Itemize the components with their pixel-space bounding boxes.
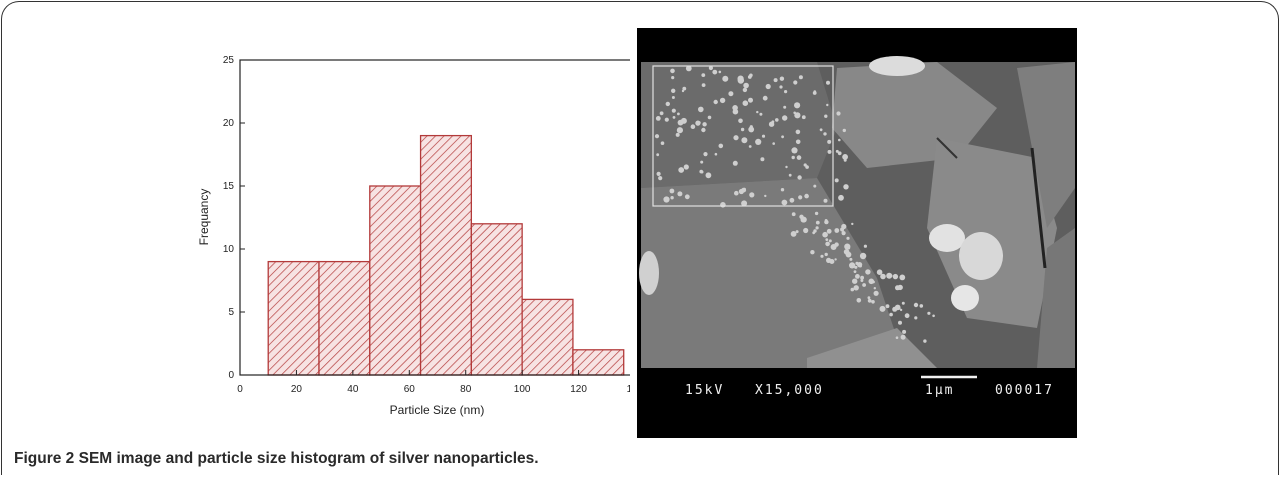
histogram-bar	[419, 134, 473, 376]
y-tick-label: 15	[223, 181, 235, 192]
histogram-chart: 0 20 40 60 80 100 120 140 0 5 10 15 20 25 Particle Si…	[197, 55, 630, 417]
figure-number: Figure 2	[14, 450, 75, 467]
histogram-bar	[470, 223, 523, 376]
plot-area	[239, 59, 630, 376]
y-axis-label: Frequancy	[197, 189, 211, 246]
sem-voltage: 15kV	[685, 383, 724, 398]
histogram-bar	[267, 260, 320, 376]
figure-caption-text: SEM image and particle size histogram of…	[78, 450, 539, 467]
x-tick-label: 100	[514, 384, 531, 395]
sem-info-bar: 15kV X15,000 1µm 000017	[685, 375, 1054, 398]
y-tick-label: 5	[228, 307, 234, 318]
sem-micrograph: 15kV X15,000 1µm 000017	[637, 28, 1077, 438]
histogram-bar	[318, 260, 371, 376]
y-tick-label: 0	[228, 370, 234, 381]
figure-caption: Figure 2 SEM image and particle size his…	[14, 450, 539, 468]
histogram-bar	[572, 349, 625, 376]
y-tick-label: 10	[223, 244, 235, 255]
x-tick-label: 40	[347, 384, 359, 395]
y-tick-label: 20	[223, 118, 235, 129]
bars-group	[267, 134, 625, 376]
x-tick-label: 0	[237, 384, 243, 395]
y-tick-label: 25	[223, 55, 235, 66]
sem-magnification: X15,000	[755, 383, 824, 398]
x-axis-label: Particle Size (nm)	[390, 403, 485, 417]
x-tick-label: 60	[404, 384, 416, 395]
x-tick-label: 120	[570, 384, 587, 395]
histogram-bar	[369, 185, 422, 376]
x-tick-label: 20	[291, 384, 303, 395]
ticks-group: 0 20 40 60 80 100 120 140 0 5 10 15 20 25	[223, 55, 630, 395]
sem-scale-label: 1µm	[925, 383, 954, 398]
x-tick-label: 80	[460, 384, 472, 395]
zoom-inset-box	[652, 65, 834, 207]
x-tick-label: 140	[627, 384, 630, 395]
sem-image-area	[639, 56, 1075, 368]
sem-image-id: 000017	[995, 383, 1054, 398]
histogram-bar	[521, 298, 574, 376]
